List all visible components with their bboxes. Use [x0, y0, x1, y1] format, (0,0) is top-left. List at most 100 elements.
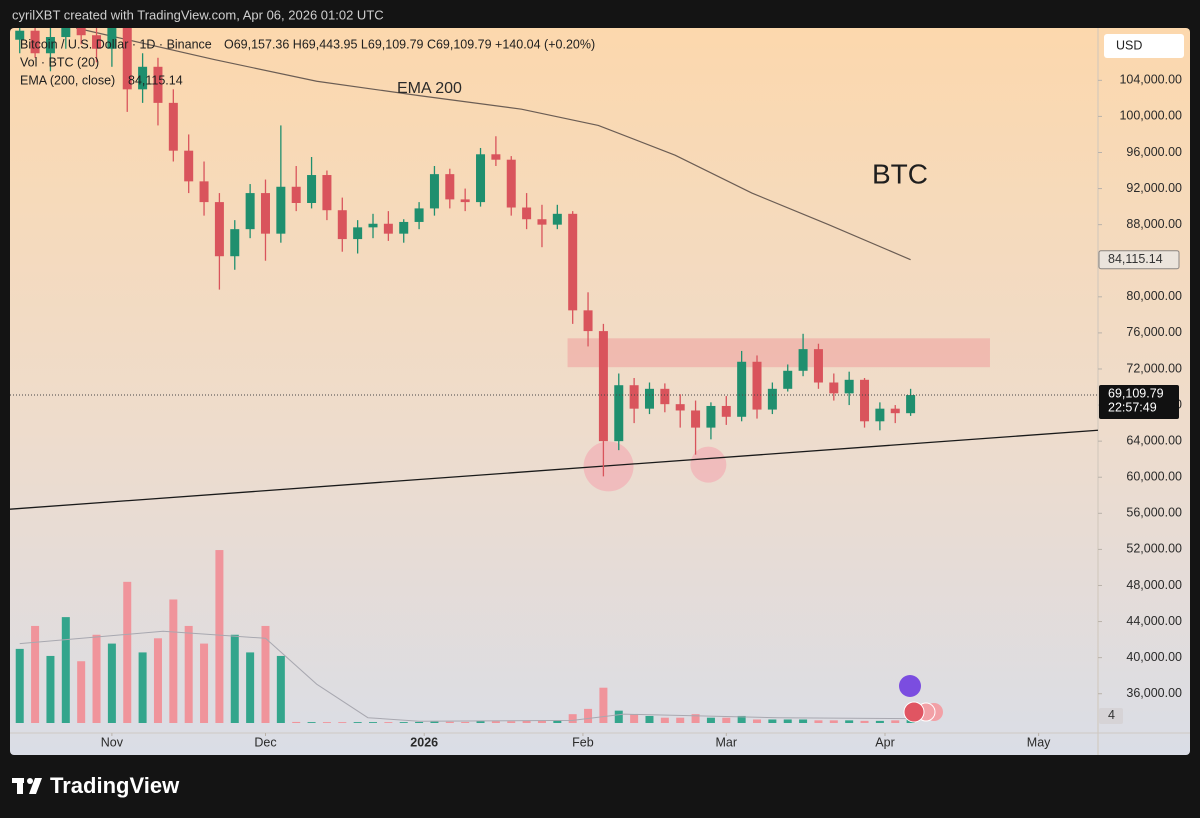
candle-body	[644, 388, 654, 409]
volume-bar	[691, 714, 700, 723]
highlight-circle	[690, 446, 727, 483]
candle-body	[276, 186, 286, 234]
volume-bar	[814, 720, 823, 723]
volume-bar	[614, 710, 623, 723]
candle-body	[706, 405, 716, 428]
candle-body	[107, 28, 117, 49]
candle-body	[414, 208, 424, 222]
logo-mark-stem	[17, 778, 23, 794]
legend-symbol: Bitcoin / U.S. Dollar · 1D · Binance	[20, 37, 212, 51]
volume-bar	[246, 652, 255, 723]
candle-body	[875, 408, 885, 422]
candle-body	[798, 349, 808, 371]
volume-bar	[875, 720, 884, 723]
attribution: cyrilXBT created with TradingView.com, A…	[12, 7, 384, 22]
candle-body	[829, 382, 839, 394]
candle-body	[61, 28, 71, 38]
volume-bar	[338, 722, 347, 723]
currency-label[interactable]: USD	[1116, 38, 1142, 52]
candle-body	[522, 207, 532, 220]
legend-ema-value: 84,115.14	[128, 73, 183, 87]
candle-body	[629, 385, 639, 409]
volume-bar	[200, 643, 209, 723]
ai-icon	[899, 675, 921, 697]
candle-body	[30, 30, 40, 54]
volume-bar	[138, 652, 147, 723]
logo-mark-slash	[29, 778, 42, 794]
y-tick-label: 96,000.00	[1126, 145, 1182, 159]
candle-body	[168, 102, 178, 151]
y-tick-label: 44,000.00	[1126, 614, 1182, 628]
ema-line	[75, 28, 911, 261]
legend-ohlc: O69,157.36 H69,443.95 L69,109.79 C69,109…	[224, 37, 595, 51]
volume-bar	[599, 687, 608, 723]
candle-body	[184, 150, 194, 182]
candle-body	[767, 388, 777, 410]
volume-bar	[660, 717, 669, 723]
volume-bar	[384, 722, 393, 723]
candle-body	[844, 379, 854, 394]
volume-bar	[322, 722, 331, 723]
volume-bar	[722, 717, 731, 723]
y-tick-label: 40,000.00	[1126, 650, 1182, 664]
candle-body	[691, 410, 701, 428]
volume-bar	[430, 721, 439, 723]
y-tick-label: 80,000.00	[1126, 289, 1182, 303]
volume-bar	[107, 643, 116, 723]
candle-body	[906, 395, 916, 414]
last-price-tag	[1099, 385, 1179, 420]
x-tick-label: Feb	[572, 735, 594, 749]
candle-body	[307, 175, 317, 203]
candle-body	[15, 30, 25, 40]
x-tick-label: May	[1027, 735, 1051, 749]
candle-body	[783, 370, 793, 389]
candle-body	[537, 219, 547, 225]
candle-body	[383, 223, 393, 234]
volume-bar	[737, 715, 746, 723]
candle-body	[45, 37, 55, 54]
candle-body	[214, 202, 224, 257]
candle-body	[92, 35, 102, 49]
asset-annotation: BTC	[872, 158, 928, 189]
resistance-zone	[567, 338, 990, 368]
volume-bar	[522, 720, 531, 723]
volume-bar	[261, 625, 270, 723]
candle-body	[491, 154, 501, 160]
candle-body	[291, 186, 301, 203]
volume-bar	[568, 714, 577, 723]
plot-area	[10, 28, 1098, 723]
legend: Bitcoin / U.S. Dollar · 1D · Binance O69…	[20, 37, 595, 87]
volume-bar	[92, 634, 101, 723]
x-tick-label: Mar	[716, 735, 738, 749]
volume-tag	[1099, 707, 1123, 724]
candle-body	[598, 331, 608, 442]
y-tick-label: 64,000.00	[1126, 433, 1182, 447]
volume-bar	[783, 719, 792, 723]
currency-box[interactable]	[1104, 34, 1184, 58]
candle-body	[76, 28, 86, 36]
y-tick-label: 92,000.00	[1126, 181, 1182, 195]
volume-bar	[445, 721, 454, 723]
candle-body	[614, 385, 624, 442]
candle-body	[737, 361, 747, 417]
volume-bar	[753, 719, 762, 723]
x-tick-label: Nov	[101, 735, 124, 749]
event-icons	[899, 675, 943, 723]
volume-bar	[860, 720, 869, 723]
legend-ema: EMA (200, close)	[20, 73, 115, 87]
volume-bar	[399, 722, 408, 723]
candle-body	[260, 193, 270, 234]
volume-tag-label: 4	[1108, 708, 1115, 722]
volume-bar	[676, 717, 685, 723]
y-tick-label: 100,000.00	[1119, 109, 1182, 123]
candle-body	[153, 66, 163, 103]
currency-button[interactable]: USD	[1104, 34, 1184, 58]
volume-bar	[768, 719, 777, 723]
volume-bar	[706, 717, 715, 723]
volume-bar	[845, 720, 854, 723]
volume-bar	[307, 722, 316, 723]
logo-mark-dot	[27, 778, 33, 784]
volume-bar	[584, 708, 593, 723]
volume-bar	[799, 719, 808, 723]
